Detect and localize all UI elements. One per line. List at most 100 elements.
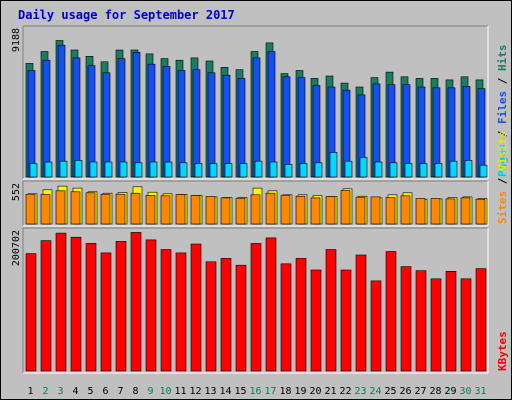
bar-kbytes-day-29 [445,270,457,372]
bar-files-day-14 [222,74,231,178]
bar-sites-day-13 [205,196,216,225]
chart-title: Daily usage for September 2017 [18,8,235,22]
bar-pages-day-21 [329,152,338,178]
bar-pages-day-17 [269,161,278,178]
bar-sites-day-2 [40,194,51,225]
bar-sites-day-19 [295,195,306,225]
day-label-9: 9 [147,386,153,397]
day-label-29: 29 [444,386,456,397]
bar-kbytes-day-3 [55,232,67,372]
bar-kbytes-day-6 [100,252,112,372]
side-label-part: Pages [496,144,509,177]
bar-kbytes-day-19 [295,258,307,372]
bar-kbytes-day-27 [415,270,427,372]
bar-pages-day-19 [299,163,308,178]
bar-kbytes-day-16 [250,243,262,372]
bar-pages-day-8 [134,162,143,178]
side-label-part: Sites [496,191,509,224]
bar-kbytes-day-22 [340,269,352,372]
bar-kbytes-day-13 [205,261,217,372]
bar-files-day-19 [297,77,306,178]
bar-files-day-8 [132,51,141,178]
day-label-3: 3 [57,386,63,397]
bar-sites-day-31 [475,198,486,225]
bar-kbytes-day-20 [310,269,322,372]
day-label-26: 26 [399,386,411,397]
bar-sites-day-1 [25,193,36,225]
bar-sites-day-10 [160,195,171,225]
bar-files-day-17 [267,51,276,178]
side-label-middle: Sites / Visits [496,131,509,224]
bar-sites-day-18 [280,194,291,225]
bar-pages-day-13 [209,163,218,178]
bar-sites-day-25 [385,197,396,225]
bar-sites-day-15 [235,197,246,225]
bar-files-day-31 [477,88,486,178]
day-label-8: 8 [132,386,138,397]
side-label-part: Visits [496,131,509,171]
day-label-14: 14 [219,386,231,397]
side-label-part: / [496,171,509,191]
bar-sites-day-7 [115,193,126,225]
bar-sites-day-8 [130,192,141,225]
bar-pages-day-4 [74,160,83,178]
bar-sites-day-26 [400,195,411,225]
bar-sites-day-23 [355,196,366,225]
day-label-11: 11 [174,386,186,397]
day-label-18: 18 [279,386,291,397]
bar-kbytes-day-7 [115,241,127,372]
bar-files-day-18 [282,76,291,178]
bar-sites-day-29 [445,198,456,225]
bar-kbytes-day-11 [175,252,187,372]
side-label-bottom: KBytes [496,331,509,371]
bar-pages-day-6 [104,161,113,178]
bar-kbytes-day-15 [235,264,247,372]
day-label-12: 12 [189,386,201,397]
bar-kbytes-day-21 [325,249,337,372]
bar-pages-day-7 [119,161,128,178]
bar-pages-day-11 [179,162,188,178]
bar-files-day-6 [102,72,111,178]
bar-files-day-16 [252,57,261,178]
bar-pages-day-16 [254,160,263,178]
bar-files-day-26 [402,84,411,178]
day-label-5: 5 [87,386,93,397]
bar-pages-day-20 [314,162,323,178]
bar-sites-day-28 [430,198,441,225]
y-max-label-top: 9188 [11,28,22,52]
y-max-label-middle: 552 [11,183,22,201]
bar-pages-day-22 [344,160,353,178]
bar-pages-day-29 [449,160,458,178]
bar-sites-day-6 [100,193,111,225]
side-label-top: Pages / Files / Hits [496,45,509,178]
bar-sites-day-16 [250,194,261,225]
day-label-22: 22 [339,386,351,397]
day-label-6: 6 [102,386,108,397]
day-label-1: 1 [27,386,33,397]
bar-sites-day-30 [460,197,471,225]
bar-kbytes-day-26 [400,266,412,372]
bar-kbytes-day-25 [385,251,397,372]
day-label-24: 24 [369,386,381,397]
bar-sites-day-22 [340,190,351,225]
bar-files-day-12 [192,69,201,178]
bar-sites-day-11 [175,194,186,225]
bar-pages-day-15 [239,163,248,178]
bar-kbytes-day-12 [190,243,202,372]
bar-kbytes-day-2 [40,240,52,372]
day-label-25: 25 [384,386,396,397]
bar-pages-day-31 [479,164,488,178]
bar-pages-day-10 [164,161,173,178]
bar-kbytes-day-5 [85,243,97,372]
bar-files-day-3 [57,44,66,178]
bar-pages-day-12 [194,163,203,178]
day-label-19: 19 [294,386,306,397]
bar-kbytes-day-8 [130,232,142,372]
day-label-15: 15 [234,386,246,397]
bar-pages-day-3 [59,160,68,178]
side-label-part: / [496,71,509,91]
bar-pages-day-2 [44,161,53,178]
bar-pages-day-24 [374,161,383,178]
bar-pages-day-9 [149,161,158,178]
bar-kbytes-day-9 [145,239,157,372]
